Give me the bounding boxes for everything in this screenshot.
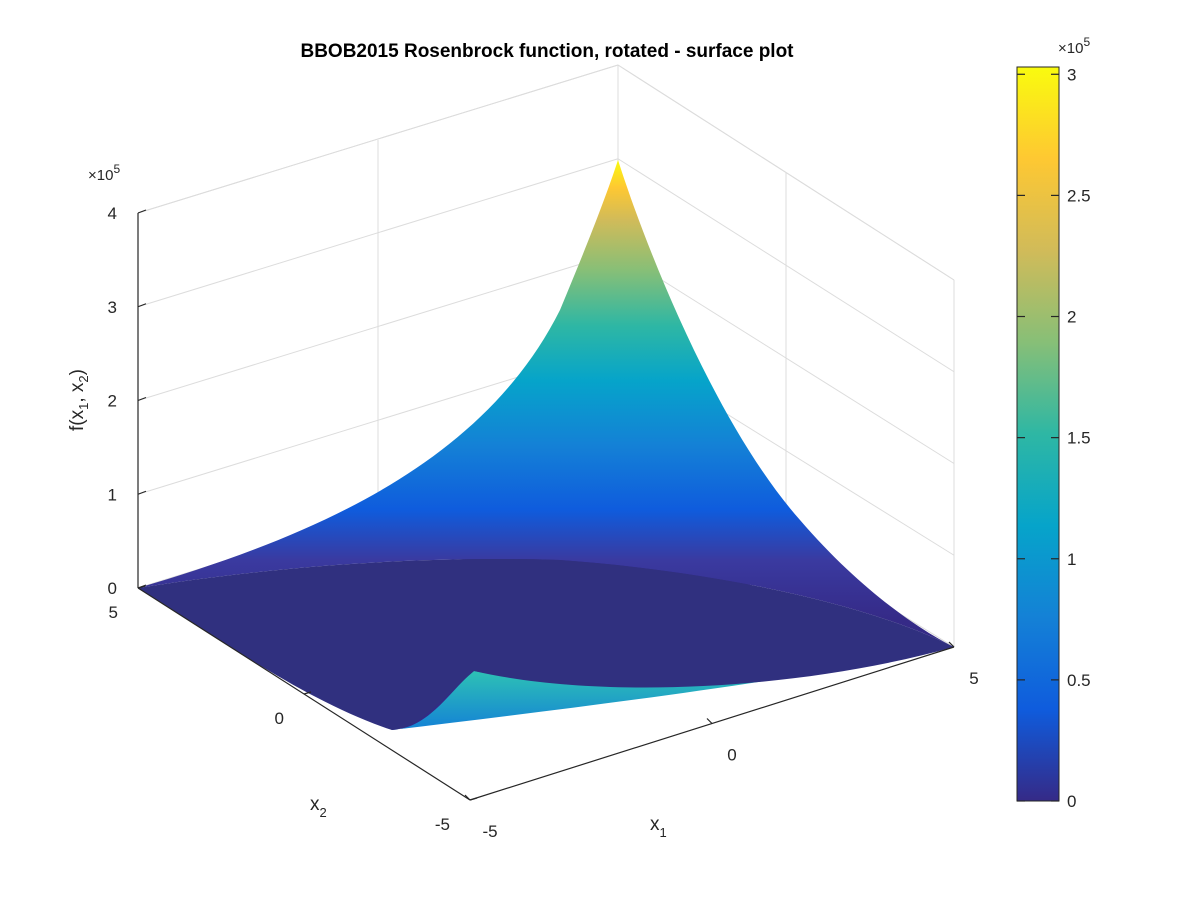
colorbar-tick-label-4: 2 [1067,308,1076,327]
surface-sheet [138,160,954,647]
z-tick-mark-2 [137,396,147,402]
colorbar-tick-label-2: 1 [1067,550,1076,569]
z-tick-mark-1 [137,490,147,495]
colorbar-ticks: 0 0.5 1 1.5 2 2.5 3 [1017,65,1091,811]
chart-title: BBOB2015 Rosenbrock function, rotated - … [300,41,794,62]
z-exponent: ×105 [88,162,120,184]
y-tick-mark-2 [137,585,146,589]
surface-valley-bump [392,647,954,730]
x-tick-mark-2 [948,641,955,648]
colorbar [1016,66,1060,802]
x-tick-label-1: 0 [727,746,736,765]
y-tick-label-1: 0 [275,709,284,728]
axis-ticks: 0 1 2 3 4 -5 0 5 -5 0 5 [108,204,979,841]
y-axis-label: x2 [310,794,327,820]
colorbar-exponent: ×105 [1058,35,1090,57]
colorbar-tick-label-6: 3 [1067,65,1076,84]
colorbar-tick-label-5: 2.5 [1067,186,1091,205]
x-tick-label-0: -5 [482,822,497,841]
z-tick-label-0: 0 [108,579,117,598]
z-tick-mark-3 [137,303,147,308]
y-tick-label-0: -5 [435,815,450,834]
y-tick-label-2: 5 [109,603,118,622]
y-tick-mark-0 [469,797,478,801]
colorbar-tick-label-0: 0 [1067,792,1076,811]
surface-plate [138,559,954,730]
colorbar-tick-label-1: 0.5 [1067,671,1091,690]
surface [138,160,954,730]
x-tick-mark-1 [706,718,713,724]
x-tick-mark-0 [464,794,471,801]
y-tick-mark-1 [303,691,312,695]
z-tick-mark-4 [137,209,147,214]
z-axis-label: f(x1, x2) [67,369,91,431]
z-tick-label-4: 4 [108,204,117,223]
colorbar-tick-label-3: 1.5 [1067,429,1091,448]
z-tick-label-3: 3 [108,298,117,317]
z-tick-label-1: 1 [108,485,117,504]
grid-z-left-4 [137,64,619,214]
x-axis-label: x1 [650,814,667,840]
z-tick-label-2: 2 [108,392,117,411]
x-tick-label-2: 5 [969,669,978,688]
